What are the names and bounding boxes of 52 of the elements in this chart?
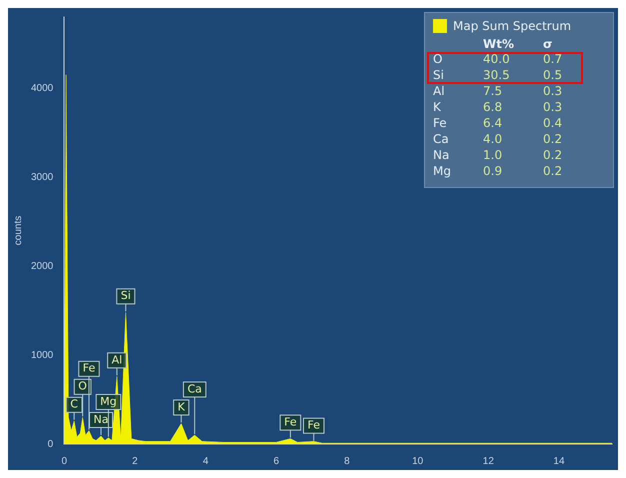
annotation: Fe	[433, 115, 448, 131]
annotation: Wt%	[483, 37, 515, 51]
y-axis-title: counts	[12, 216, 24, 246]
annotation: 6.4	[483, 115, 504, 131]
x-tick-label: 12	[482, 456, 494, 467]
annotation: 0.3	[543, 99, 564, 115]
legend-label: Map Sum Spectrum	[453, 19, 572, 33]
annotation: 0.5	[543, 67, 564, 83]
annotation: O	[433, 51, 444, 67]
annotation: Na	[94, 412, 108, 426]
annotation: 0.2	[543, 131, 564, 147]
annotation: Si	[120, 289, 131, 302]
annotation: Si	[433, 67, 445, 83]
x-tick-label: 4	[202, 456, 209, 467]
annotation: 0.9	[483, 163, 504, 179]
annotation: C	[70, 398, 78, 411]
x-tick-label: 0	[61, 456, 68, 467]
annotation: Fe	[82, 362, 96, 375]
x-tick-label: 8	[344, 456, 350, 467]
annotation: Fe	[307, 418, 320, 432]
annotation: 0.7	[543, 51, 564, 67]
annotation: 0.2	[543, 147, 564, 163]
annotation: 0.4	[543, 115, 564, 131]
x-tick-label: 14	[553, 456, 565, 467]
annotation: 6.8	[483, 99, 504, 115]
annotation: 0.3	[543, 83, 564, 99]
annotation: K	[178, 400, 186, 414]
annotation: Ca	[433, 131, 450, 147]
annotation: Na	[433, 147, 450, 163]
annotation: Mg	[100, 394, 117, 408]
annotation: 40.0	[483, 51, 511, 67]
annotation: Al	[112, 353, 122, 366]
annotation: Fe	[284, 416, 297, 429]
y-tick-label: 2000	[30, 260, 54, 272]
annotation: σ	[543, 37, 554, 51]
y-tick-label: 4000	[30, 82, 54, 94]
annotation: 0.2	[543, 163, 564, 179]
annotation: 7.5	[483, 83, 504, 99]
y-tick-label: 0	[48, 438, 54, 450]
annotation: Al	[433, 83, 446, 99]
annotation: 1.0	[483, 147, 504, 163]
x-tick-label: 10	[412, 456, 424, 467]
x-tick-label: 2	[132, 456, 138, 467]
annotation: Mg	[433, 163, 452, 179]
annotation: O	[78, 380, 88, 393]
annotation: K	[433, 99, 442, 115]
annotation: 4.0	[483, 131, 504, 147]
annotation: 30.5	[483, 67, 511, 83]
y-tick-label: 1000	[30, 350, 54, 361]
y-tick-label: 3000	[30, 172, 54, 183]
x-tick-label: 6	[274, 456, 280, 467]
annotation: Ca	[187, 382, 202, 396]
